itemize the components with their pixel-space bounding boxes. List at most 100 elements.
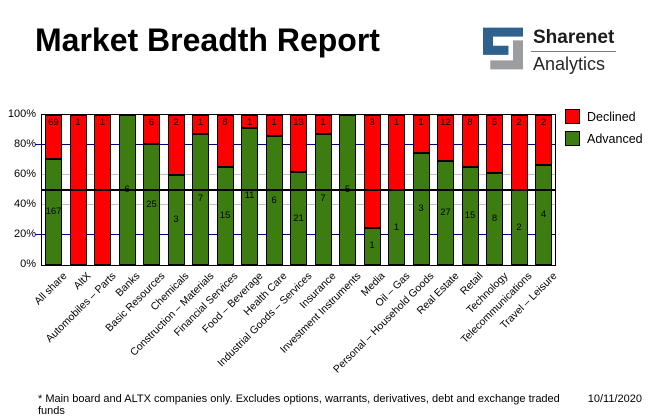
report-title: Market Breadth Report	[35, 22, 380, 58]
advanced-segment: 21	[290, 172, 307, 265]
declined-value: 2	[540, 117, 547, 128]
declined-value: 8	[467, 117, 473, 128]
advanced-segment: 2	[510, 190, 528, 265]
declined-segment: 8	[461, 115, 479, 168]
legend-label: Advanced	[587, 131, 643, 146]
declined-value: 1	[418, 117, 424, 128]
declined-value: 1	[393, 117, 400, 128]
legend-row: Declined	[565, 109, 643, 124]
advanced-segment: 1	[363, 227, 381, 265]
declined-value: 13	[293, 117, 304, 128]
advanced-value: 7	[320, 193, 326, 205]
advanced-value: 15	[219, 210, 231, 222]
advanced-value: 3	[418, 202, 424, 214]
advanced-value: 21	[293, 212, 304, 224]
plot-area: 6916711662523178151111613211753111131227…	[41, 114, 556, 266]
declined-segment: 1	[388, 115, 405, 190]
footnote: * Main board and ALTX companies only. Ex…	[38, 393, 560, 417]
fifty-percent-line	[42, 189, 555, 191]
advanced-value: 6	[271, 194, 277, 206]
legend-swatch-advanced	[565, 131, 580, 146]
advanced-value: 167	[45, 205, 62, 217]
advanced-segment: 8	[486, 172, 503, 265]
footer: * Main board and ALTX companies only. Ex…	[38, 393, 642, 417]
declined-segment: 1	[314, 115, 332, 134]
declined-value: 1	[75, 117, 81, 128]
advanced-segment: 4	[535, 165, 552, 265]
declined-segment: 8	[216, 115, 234, 168]
advanced-segment: 11	[241, 127, 258, 265]
advanced-value: 11	[244, 190, 255, 202]
brand-text: Sharenet Analytics	[531, 27, 617, 75]
advanced-value: 1	[369, 240, 375, 252]
advanced-segment: 15	[216, 167, 234, 265]
declined-value: 1	[246, 117, 253, 128]
declined-segment: 13	[290, 115, 307, 173]
y-tick-label: 100%	[7, 108, 36, 120]
y-tick-label: 60%	[13, 168, 36, 180]
advanced-segment: 7	[192, 133, 209, 265]
declined-segment: 12	[437, 115, 454, 162]
legend: Declined Advanced	[565, 109, 643, 153]
legend-swatch-declined	[565, 109, 580, 124]
brand-divider	[531, 51, 617, 52]
declined-value: 69	[48, 117, 59, 128]
bar-real-estate: 12 27	[437, 115, 454, 265]
declined-segment: 1	[265, 115, 283, 137]
declined-value: 5	[491, 117, 498, 128]
bar-retail: 8 15	[461, 115, 479, 265]
legend-row: Advanced	[565, 131, 643, 146]
advanced-value: 7	[197, 193, 204, 205]
advanced-segment: 167	[45, 158, 62, 265]
bar-basic-resources: 6 25	[143, 115, 160, 265]
declined-segment: 3	[363, 115, 381, 228]
advanced-value: 15	[464, 210, 476, 222]
advanced-segment: 15	[461, 167, 479, 265]
advanced-value: 1	[393, 221, 400, 233]
brand-sub: Analytics	[533, 54, 606, 74]
advanced-value: 25	[146, 198, 157, 210]
advanced-segment: 1	[388, 190, 405, 265]
bar-financial-services: 8 15	[216, 115, 234, 265]
declined-segment: 1	[192, 115, 209, 134]
declined-segment: 6	[143, 115, 160, 145]
advanced-segment: 7	[314, 133, 332, 265]
y-tick-label: 20%	[13, 228, 36, 240]
legend-label: Declined	[587, 109, 636, 124]
advanced-segment: 27	[437, 161, 454, 265]
declined-segment: 1	[241, 115, 258, 128]
y-tick-label: 40%	[13, 198, 36, 210]
declined-value: 1	[271, 117, 277, 128]
declined-value: 2	[173, 117, 179, 128]
y-tick-label: 0%	[20, 258, 36, 270]
bar-all-share: 69 167	[45, 115, 62, 265]
declined-value: 6	[148, 117, 155, 128]
advanced-segment: 3	[167, 175, 185, 265]
declined-value: 1	[197, 117, 204, 128]
x-axis-label: All share	[31, 270, 69, 308]
advanced-value: 27	[440, 207, 451, 219]
brand-name: Sharenet	[533, 27, 615, 48]
advanced-value: 2	[516, 221, 522, 233]
advanced-value: 3	[173, 214, 179, 225]
y-tick-mark	[35, 234, 41, 235]
advanced-segment: 3	[412, 152, 430, 265]
advanced-value: 8	[491, 212, 498, 224]
declined-segment: 2	[510, 115, 528, 190]
advanced-segment: 25	[143, 144, 160, 265]
bar-food-beverage: 1 11	[241, 115, 258, 265]
declined-segment: 5	[486, 115, 503, 173]
bar-industrial-goods-services: 13 21	[290, 115, 307, 265]
declined-segment: 1	[412, 115, 430, 153]
declined-segment: 69	[45, 115, 62, 159]
sharenet-logo-icon	[483, 27, 523, 70]
brand-logo: Sharenet Analytics	[483, 27, 617, 75]
